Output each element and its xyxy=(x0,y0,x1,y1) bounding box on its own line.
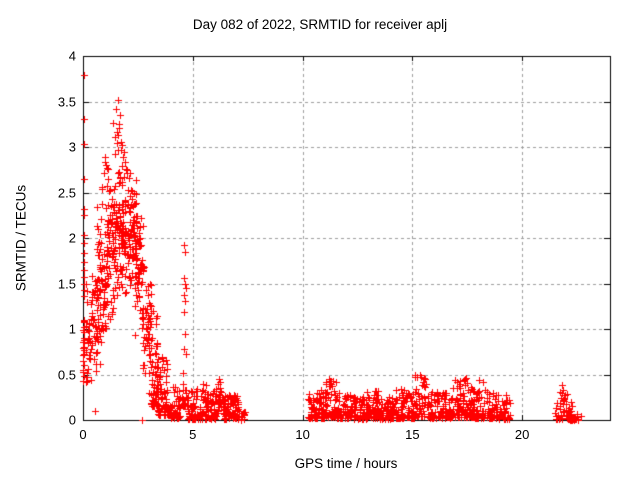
y-tick-label: 0.5 xyxy=(57,367,76,382)
x-tick-label: 5 xyxy=(189,427,197,442)
x-tick-label: 10 xyxy=(295,427,310,442)
chart-title: Day 082 of 2022, SRMTID for receiver apl… xyxy=(192,17,448,32)
x-tick-label: 15 xyxy=(405,427,420,442)
y-tick-label: 3.5 xyxy=(57,94,76,109)
x-axis-label: GPS time / hours xyxy=(294,456,398,471)
y-tick-label: 1 xyxy=(68,321,76,337)
y-tick-label: 1.5 xyxy=(57,276,76,291)
y-tick-label: 0 xyxy=(68,412,76,428)
y-tick-label: 2 xyxy=(68,230,76,246)
x-tick-label: 0 xyxy=(79,427,87,442)
y-tick-label: 4 xyxy=(68,48,76,64)
y-axis-label: SRMTID / TECUs xyxy=(13,184,29,292)
y-tick-label: 2.5 xyxy=(57,185,76,200)
x-tick-label: 20 xyxy=(514,427,530,442)
y-tick-label: 3 xyxy=(68,139,76,155)
